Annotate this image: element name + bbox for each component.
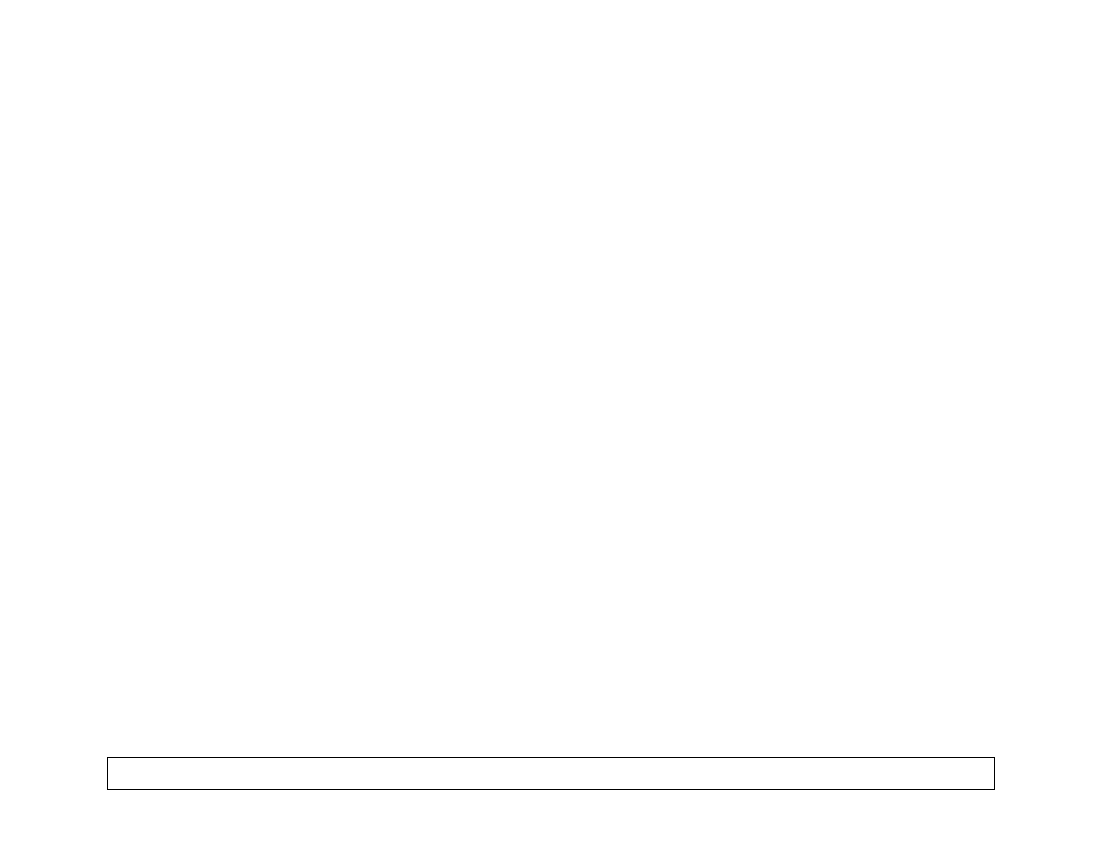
map-svg	[0, 0, 1100, 760]
colorbar	[107, 757, 995, 790]
